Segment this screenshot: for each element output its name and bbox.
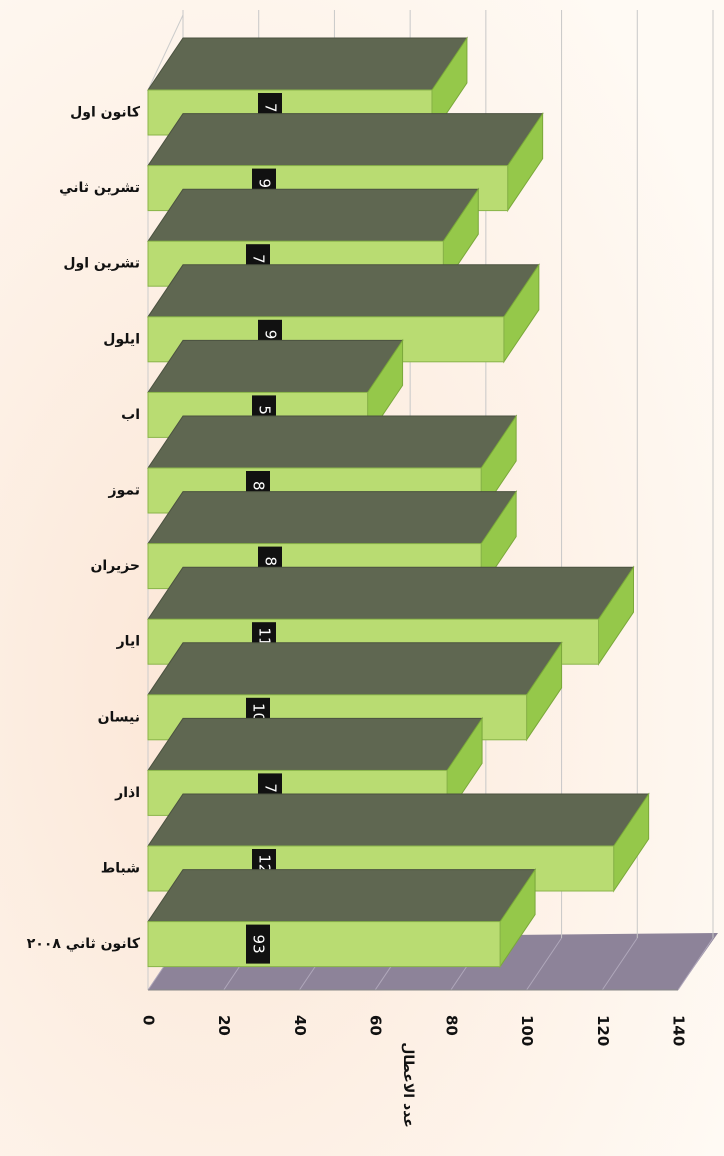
- bar: [147, 921, 501, 968]
- bar-top: [147, 491, 518, 545]
- category-label: ايار: [116, 634, 140, 650]
- x-tick-label: 60: [367, 1015, 385, 1036]
- bar-top: [147, 642, 563, 696]
- value-label-box: [246, 924, 270, 964]
- category-label: تموز: [108, 483, 140, 499]
- bar-top: [147, 37, 468, 91]
- x-tick-label: 0: [140, 1015, 158, 1025]
- category-label: تشرين اول: [63, 256, 140, 272]
- side-wall: [147, 14, 184, 91]
- bar-top: [147, 188, 480, 242]
- category-label: ايلول: [103, 331, 140, 347]
- grid-line: [601, 937, 638, 991]
- category-label: اب: [121, 407, 140, 423]
- grid-line: [677, 937, 714, 991]
- bar-top: [147, 869, 537, 923]
- x-axis-title: عدد الاعطال: [400, 1042, 416, 1128]
- bar-top: [147, 339, 404, 393]
- x-tick-label: 140: [670, 1015, 688, 1046]
- bar-top: [147, 717, 484, 771]
- bar-top: [147, 793, 650, 847]
- category-label: نيسان: [98, 709, 140, 725]
- bar-top: [147, 264, 540, 318]
- x-tick-label: 40: [291, 1015, 309, 1036]
- category-label: كانون ثاني ٢٠٠٨: [27, 936, 141, 952]
- x-tick-label: 120: [594, 1015, 612, 1046]
- category-label: شباط: [101, 861, 140, 877]
- x-tick-label: 80: [442, 1015, 460, 1036]
- category-label: كانون اول: [70, 105, 141, 121]
- category-label: تشرين ثاني: [59, 180, 140, 196]
- category-label: اذار: [114, 785, 140, 801]
- bar-top: [147, 415, 518, 469]
- x-tick-label: 20: [215, 1015, 233, 1036]
- value-label: 93: [250, 935, 268, 954]
- bar-top: [147, 113, 544, 167]
- category-label: حزيران: [90, 558, 140, 574]
- grid-line: [526, 937, 562, 991]
- bar-top: [147, 566, 635, 620]
- x-tick-label: 100: [518, 1015, 536, 1046]
